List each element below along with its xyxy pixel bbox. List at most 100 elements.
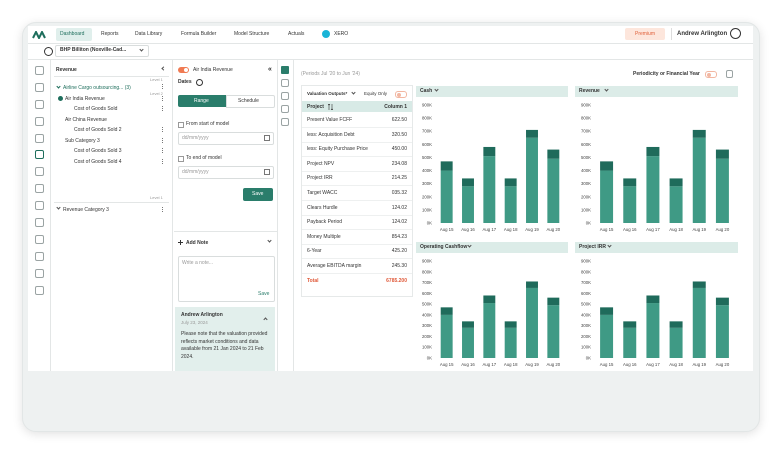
premium-button[interactable] <box>625 28 665 40</box>
rail-icon[interactable] <box>35 66 44 75</box>
note-input[interactable] <box>178 256 275 302</box>
rail-icon[interactable] <box>35 83 44 92</box>
avatar[interactable] <box>730 28 741 39</box>
toggle[interactable] <box>178 67 189 73</box>
tree-item[interactable]: Cost of Goods Sold 3 <box>74 148 122 154</box>
menu-icon[interactable] <box>162 138 164 143</box>
y-tick-label: 400K <box>581 312 591 317</box>
date-input[interactable] <box>178 132 274 145</box>
table-row: less: Acquisition Debt 320.50 <box>302 128 412 143</box>
y-tick-label: 300K <box>422 323 432 328</box>
nav-item[interactable]: Data Library <box>135 31 163 37</box>
window: Dashboard Reports Data Library Formula B… <box>22 22 760 432</box>
collapse-icon[interactable] <box>161 66 166 71</box>
note-save[interactable]: Save <box>258 291 270 297</box>
nav-item[interactable]: XERO <box>334 31 349 37</box>
bar-segment <box>669 321 683 328</box>
rail-icon[interactable] <box>35 286 44 295</box>
menu-icon[interactable] <box>162 207 164 212</box>
table-cell: 214.25 <box>391 175 407 182</box>
tree-item[interactable]: Cost of Goods Sold 2 <box>74 127 122 133</box>
tool-icon-active[interactable] <box>281 66 289 74</box>
radio[interactable] <box>58 96 63 101</box>
y-tick-label: 500K <box>422 302 432 307</box>
save-label[interactable]: Save <box>252 191 264 197</box>
nav-item[interactable]: Model Structure <box>234 31 270 37</box>
rail-icon[interactable] <box>35 167 44 176</box>
equity-label: Equity Only <box>364 91 388 96</box>
checkbox[interactable] <box>178 122 184 128</box>
save-button[interactable] <box>243 188 273 201</box>
menu-icon[interactable] <box>162 148 164 153</box>
rail-icon[interactable] <box>35 134 44 143</box>
company-select[interactable] <box>55 45 149 57</box>
tab[interactable] <box>226 95 275 108</box>
tab-label[interactable]: Schedule <box>238 98 259 104</box>
rail-icon-active[interactable] <box>35 150 44 159</box>
chart: 0K 100K 200K 300K 400K 500K 600K 700K 800K 900K Au… <box>581 103 730 233</box>
toggle[interactable] <box>705 71 717 78</box>
note-date: July 23, 2024 <box>181 320 208 325</box>
nav-item[interactable]: Dashboard <box>60 31 85 37</box>
toggle[interactable] <box>395 91 407 98</box>
tool-icon[interactable] <box>281 118 289 126</box>
chevron <box>351 90 356 95</box>
tool-icon[interactable] <box>281 105 289 113</box>
menu-icon[interactable] <box>162 159 164 164</box>
tree-title: Revenue <box>56 67 77 73</box>
rail-icon[interactable] <box>35 184 44 193</box>
sort-icon[interactable] <box>328 104 333 110</box>
user-name[interactable]: Andrew Arlington <box>677 31 728 37</box>
checkbox[interactable] <box>178 156 184 162</box>
rail-icon[interactable] <box>35 100 44 109</box>
collapse-icon[interactable]: « <box>268 66 272 73</box>
tree-group[interactable]: Airline Cargo outsourcing... (3) <box>63 85 131 91</box>
rail-icon[interactable] <box>35 201 44 210</box>
export-icon[interactable] <box>726 70 733 78</box>
date-input[interactable] <box>178 166 274 179</box>
bar-segment <box>504 321 517 328</box>
info-icon[interactable] <box>196 79 203 86</box>
menu-icon[interactable] <box>162 96 164 101</box>
rail-icon[interactable] <box>35 218 44 227</box>
tree-item[interactable]: Air China Revenue <box>65 117 107 123</box>
y-tick-label: 700K <box>581 280 591 285</box>
x-tick-label: Aug 15 <box>600 362 614 367</box>
tree-item[interactable]: Cost of Goods Sold <box>74 106 118 112</box>
tool-icon[interactable] <box>281 79 289 87</box>
tree-item[interactable]: Cost of Goods Sold 4 <box>74 159 122 165</box>
table-cell: 320.50 <box>391 131 407 138</box>
rail-icon[interactable] <box>35 117 44 126</box>
add-note[interactable]: Add Note <box>186 240 209 246</box>
rail-icon[interactable] <box>35 235 44 244</box>
rail-icon[interactable] <box>35 252 44 261</box>
nav-item[interactable]: Reports <box>101 31 119 37</box>
menu-icon[interactable] <box>162 106 164 111</box>
bar-segment <box>483 146 496 157</box>
menu-icon[interactable] <box>162 127 164 132</box>
bar-segment <box>440 170 453 223</box>
table-cell: 124.02 <box>391 219 407 226</box>
tree-category[interactable]: Revenue Category 3 <box>63 207 109 213</box>
y-tick-label: 0K <box>586 221 591 226</box>
calendar-icon <box>264 169 270 175</box>
rail-icon[interactable] <box>35 269 44 278</box>
table-cell: 6785.200 <box>386 277 407 284</box>
x-tick-label: Aug 20 <box>547 362 561 367</box>
nav-item[interactable]: Formula Builder <box>181 31 217 37</box>
y-tick-label: 600K <box>422 142 432 147</box>
bar-segment <box>715 158 729 223</box>
bar-segment <box>646 156 660 223</box>
tree-item[interactable]: Air India Revenue <box>65 96 105 102</box>
tab-active[interactable] <box>178 95 226 107</box>
chevron <box>56 205 61 210</box>
premium-label[interactable]: Premium <box>635 31 656 37</box>
menu-icon[interactable] <box>162 84 164 89</box>
x-tick-label: Aug 16 <box>461 227 475 232</box>
tool-icon[interactable] <box>281 92 289 100</box>
company-name[interactable]: BHP Billiton (Noxville-Cad... <box>60 47 127 53</box>
nav-item[interactable]: Actuals <box>288 31 305 37</box>
tree-item[interactable]: Sub Category 3 <box>65 138 100 144</box>
bar-segment <box>462 327 474 358</box>
tab-label[interactable]: Range <box>194 98 209 104</box>
